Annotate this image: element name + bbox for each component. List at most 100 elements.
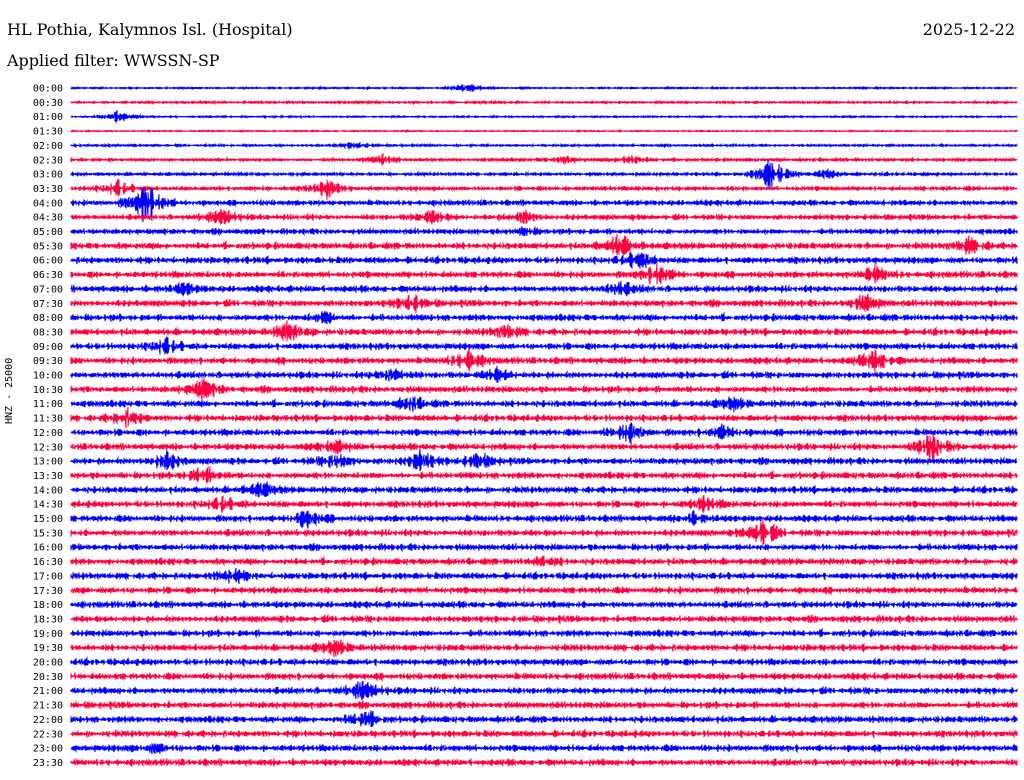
time-tick-label: 09:30: [33, 356, 63, 367]
trace-line: [70, 99, 1018, 106]
time-tick-label: 14:00: [33, 485, 63, 496]
time-tick-label: 02:00: [33, 141, 63, 152]
time-tick-label: 12:30: [33, 442, 63, 453]
trace-line: [70, 480, 1018, 498]
trace-line: [70, 281, 1018, 297]
trace-line: [70, 465, 1018, 484]
trace-line: [70, 510, 1018, 529]
time-tick-label: 07:30: [33, 299, 63, 310]
time-tick-label: 13:30: [33, 471, 63, 482]
time-tick-label: 04:30: [33, 213, 63, 224]
time-tick-label: 09:00: [33, 342, 63, 353]
time-tick-label: 01:00: [33, 112, 63, 123]
time-tick-label: 05:30: [33, 241, 63, 252]
trace-line: [70, 670, 1018, 682]
trace-line: [70, 518, 1018, 546]
trace-line: [70, 742, 1018, 755]
trace-line: [70, 141, 1018, 151]
time-tick-label: 15:00: [33, 514, 63, 525]
trace-line: [70, 448, 1018, 472]
trace-line: [70, 233, 1018, 256]
time-tick-label: 23:00: [33, 744, 63, 755]
trace-line: [70, 599, 1018, 610]
trace-line: [70, 84, 1018, 93]
trace-line: [70, 346, 1018, 374]
time-tick-label: 21:30: [33, 701, 63, 712]
trace-line: [70, 422, 1018, 445]
time-tick-label: 04:00: [33, 198, 63, 209]
trace-line: [70, 365, 1018, 383]
trace-line: [70, 541, 1018, 553]
trace-line: [70, 128, 1018, 134]
trace-line: [70, 680, 1018, 701]
trace-line: [70, 293, 1018, 314]
time-tick-label: 00:30: [33, 98, 63, 109]
time-tick-label: 08:30: [33, 327, 63, 338]
trace-line: [70, 187, 1018, 223]
trace-line: [70, 407, 1018, 429]
trace-line: [70, 584, 1018, 596]
time-tick-label: 12:00: [33, 428, 63, 439]
trace-line: [70, 613, 1018, 625]
trace-line: [70, 208, 1018, 226]
trace-line: [70, 494, 1018, 514]
time-tick-label: 19:00: [33, 629, 63, 640]
time-tick-label: 10:00: [33, 371, 63, 382]
time-tick-label: 22:00: [33, 715, 63, 726]
time-tick-label: 14:30: [33, 500, 63, 511]
time-tick-label: 06:30: [33, 270, 63, 281]
time-tick-label: 17:00: [33, 571, 63, 582]
time-tick-label: 23:30: [33, 758, 63, 769]
time-tick-label: 03:30: [33, 184, 63, 195]
trace-line: [70, 152, 1018, 166]
time-tick-label: 06:00: [33, 256, 63, 267]
trace-line: [70, 757, 1018, 768]
filter-label: Applied filter: WWSSN-SP: [7, 51, 220, 70]
trace-line: [70, 396, 1018, 413]
trace-line: [70, 310, 1018, 325]
trace-line: [70, 178, 1018, 200]
station-title: HL Pothia, Kalymnos Isl. (Hospital): [7, 20, 293, 39]
time-tick-label: 16:00: [33, 543, 63, 554]
trace-line: [70, 433, 1018, 463]
time-tick-label: 20:30: [33, 672, 63, 683]
trace-line: [70, 262, 1018, 285]
trace-line: [70, 378, 1018, 403]
trace-line: [70, 555, 1018, 567]
trace-line: [70, 320, 1018, 342]
trace-line: [70, 639, 1018, 658]
time-tick-label: 20:00: [33, 658, 63, 669]
time-tick-label: 17:30: [33, 586, 63, 597]
trace-line: [70, 336, 1018, 355]
time-tick-label: 15:30: [33, 528, 63, 539]
trace-line: [70, 710, 1018, 728]
trace-line: [70, 109, 1018, 124]
trace-line: [70, 656, 1018, 668]
time-tick-label: 21:00: [33, 686, 63, 697]
time-tick-label: 18:00: [33, 600, 63, 611]
time-tick-label: 11:00: [33, 399, 63, 410]
date-label: 2025-12-22: [922, 20, 1015, 39]
time-tick-label: 03:00: [33, 170, 63, 181]
time-tick-label: 05:00: [33, 227, 63, 238]
time-tick-label: 18:30: [33, 614, 63, 625]
trace-line: [70, 728, 1018, 740]
time-tick-label: 19:30: [33, 643, 63, 654]
time-tick-label: 02:30: [33, 155, 63, 166]
trace-line: [70, 699, 1018, 711]
trace-line: [70, 627, 1018, 639]
trace-line: [70, 226, 1018, 237]
time-tick-label: 00:00: [33, 84, 63, 95]
trace-line: [70, 252, 1018, 270]
time-tick-label: 10:30: [33, 385, 63, 396]
time-tick-label: 16:30: [33, 557, 63, 568]
time-tick-label: 11:30: [33, 414, 63, 425]
time-tick-label: 08:00: [33, 313, 63, 324]
trace-line: [70, 567, 1018, 585]
time-tick-label: 07:00: [33, 284, 63, 295]
time-tick-label: 13:00: [33, 457, 63, 468]
time-tick-label: 22:30: [33, 729, 63, 740]
trace-line: [70, 159, 1018, 189]
time-tick-label: 01:30: [33, 127, 63, 138]
